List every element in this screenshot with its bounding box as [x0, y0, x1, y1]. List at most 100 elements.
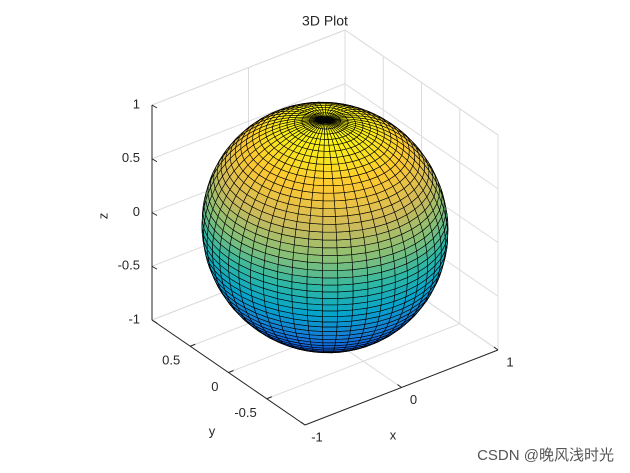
surface-face: [322, 310, 338, 317]
watermark: CSDN @晚风浅时光: [477, 447, 614, 464]
surface-face: [334, 199, 348, 209]
surface-face: [332, 177, 344, 187]
z-tick: [151, 104, 158, 109]
surface-face: [322, 339, 337, 344]
y-tick: [228, 370, 234, 373]
surface-face: [322, 192, 335, 202]
z-tick: [151, 265, 158, 270]
surface-face: [306, 276, 323, 286]
surface-face: [335, 223, 350, 233]
x-tick: [397, 384, 402, 388]
surface-face: [306, 162, 317, 171]
surface-face: [322, 208, 336, 217]
surface-face: [307, 254, 323, 264]
grid-line: [344, 29, 499, 136]
surface-face: [336, 246, 353, 256]
surface-face: [316, 150, 325, 158]
surface-face: [309, 215, 324, 225]
surface-face: [315, 156, 325, 165]
surface-face: [333, 192, 346, 202]
surface-face: [310, 199, 324, 209]
surface-face: [322, 331, 337, 337]
grid-line: [266, 323, 460, 400]
surface-face: [335, 215, 350, 225]
surface-face: [319, 138, 325, 146]
chart-title: 3D Plot: [302, 13, 348, 29]
surface-face: [334, 207, 349, 217]
surface-face: [322, 345, 336, 349]
surface-face: [322, 255, 338, 264]
grid-line: [151, 29, 346, 106]
z-tick-label: 0.5: [122, 150, 140, 165]
surface-face: [322, 326, 338, 332]
surface-face: [322, 321, 338, 328]
surface-face: [307, 246, 323, 256]
surface-face: [337, 290, 354, 299]
x-tick-label: 1: [506, 354, 513, 369]
y-tick-label: -0.5: [234, 405, 256, 420]
surface-face: [336, 254, 353, 264]
grid-line: [151, 83, 346, 160]
surface-face: [322, 277, 339, 286]
surface-face: [336, 238, 352, 249]
surface-face: [308, 230, 324, 241]
grid-line: [344, 83, 499, 190]
surface-face: [322, 270, 339, 279]
surface-face: [332, 184, 345, 194]
surface-face: [322, 284, 339, 293]
surface-face: [311, 192, 324, 202]
z-tick: [151, 212, 158, 216]
z-tick: [151, 319, 158, 324]
surface-face: [315, 163, 325, 172]
surface-face: [322, 291, 339, 299]
x-tick: [493, 346, 499, 351]
y-tick: [190, 343, 196, 347]
surface-face: [335, 231, 351, 241]
surface-face: [323, 157, 332, 165]
surface-face: [322, 231, 337, 241]
surface-face: [322, 223, 337, 233]
x-axis-label: x: [390, 427, 397, 442]
surface-face: [322, 335, 337, 340]
surface-face: [337, 261, 353, 271]
surface-face: [322, 298, 339, 306]
surface-face: [337, 283, 354, 293]
surface-face: [322, 304, 339, 312]
surface-face: [308, 155, 318, 165]
x-tick: [300, 421, 306, 426]
y-tick: [266, 396, 272, 400]
surface-face: [310, 207, 324, 217]
surface-face: [322, 185, 335, 194]
surface-face: [308, 223, 324, 233]
surface-face: [322, 342, 336, 346]
surface-face: [322, 247, 338, 256]
z-tick-label: -1: [128, 311, 140, 326]
surface-face: [307, 238, 323, 249]
surface-face: [314, 170, 324, 179]
surface-face: [318, 144, 325, 152]
z-tick: [151, 158, 158, 163]
x-tick-label: 0: [410, 392, 417, 407]
surface-face: [322, 200, 336, 209]
z-axis-label: z: [95, 213, 110, 220]
surface-face: [323, 178, 334, 187]
surface-face: [322, 216, 337, 225]
surface-face: [305, 169, 316, 179]
surface-face: [322, 316, 338, 323]
surface-face: [313, 177, 324, 187]
surface-face: [323, 170, 333, 179]
y-axis-label: y: [209, 423, 216, 438]
surface-face: [322, 239, 338, 249]
surface-face: [322, 262, 338, 271]
surface-face: [337, 269, 354, 279]
surface-face: [312, 184, 324, 194]
surface-face: [323, 150, 331, 158]
z-tick-label: -0.5: [118, 258, 140, 273]
y-tick-label: 0: [211, 379, 218, 394]
surface-face: [306, 269, 323, 279]
z-tick-label: 1: [133, 96, 140, 111]
surface-face: [337, 276, 354, 286]
x-tick-label: -1: [311, 429, 323, 444]
surface-face: [307, 261, 323, 271]
